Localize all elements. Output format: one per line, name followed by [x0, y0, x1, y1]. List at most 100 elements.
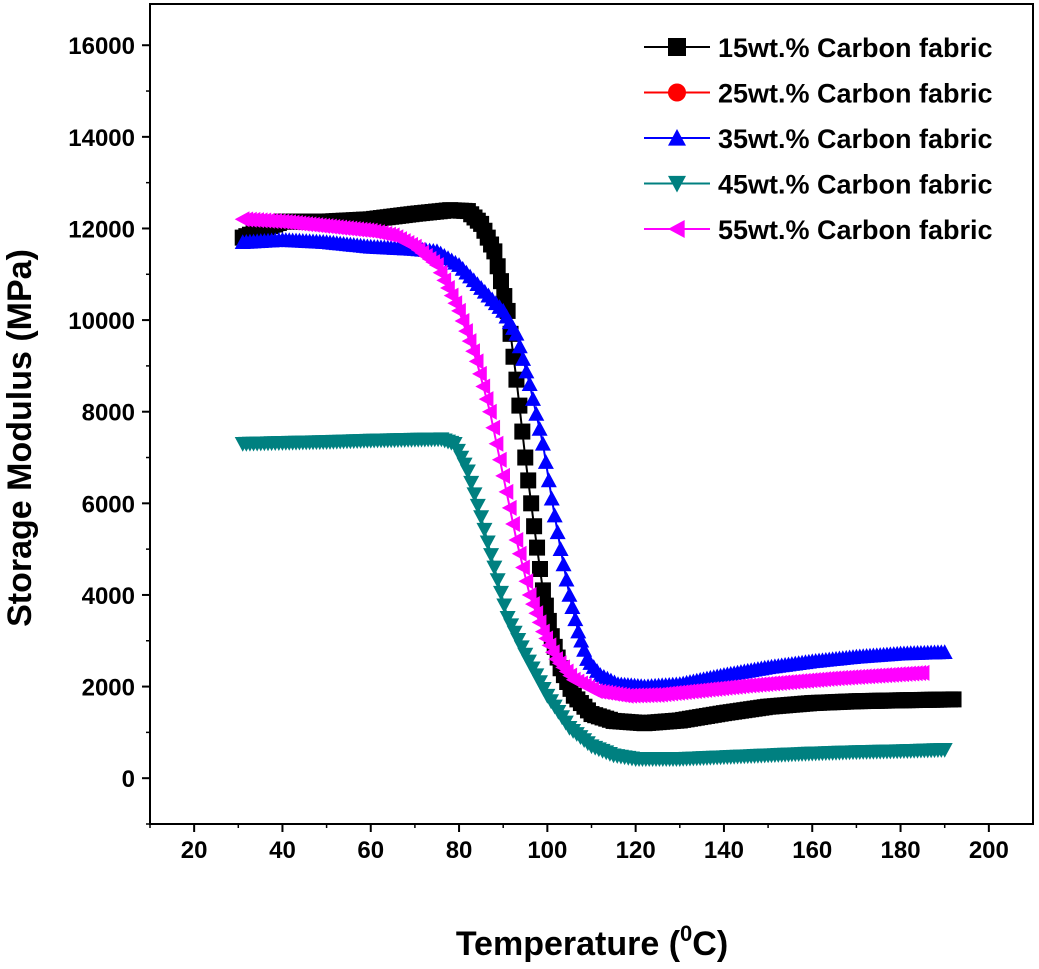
data-point: [531, 560, 548, 577]
legend-label: 35wt.% Carbon fabric: [718, 124, 993, 154]
y-axis-title: Storage Modulus (MPa): [1, 249, 39, 627]
series-line: [242, 209, 954, 725]
x-tick-label: 20: [181, 837, 208, 864]
data-point: [525, 596, 540, 613]
data-point: [573, 632, 590, 648]
legend-marker: [668, 220, 685, 238]
data-point: [478, 391, 494, 408]
data-point: [525, 391, 542, 406]
data-point: [489, 573, 506, 589]
x-tick-label: 140: [704, 837, 744, 864]
data-point: [488, 435, 504, 452]
legend: 15wt.% Carbon fabric 25wt.% Carbon fabric…: [644, 33, 993, 245]
legend-label: 15wt.% Carbon fabric: [718, 33, 993, 63]
data-point: [492, 273, 509, 290]
y-tick-label: 8000: [82, 400, 135, 427]
data-point: [521, 586, 537, 603]
data-point: [463, 475, 480, 491]
data-point: [936, 644, 953, 660]
y-axis-ticks: 0 2000 4000 6000 8000 10000 12000 14000 16000: [68, 33, 150, 825]
data-point: [531, 614, 547, 631]
data-point: [505, 515, 520, 532]
y-tick-label: 16000: [68, 33, 135, 60]
series-4: [234, 432, 953, 767]
y-tick-label: 14000: [68, 125, 135, 152]
data-point: [476, 522, 493, 538]
y-tick-label: 4000: [82, 583, 135, 610]
series-line: [242, 238, 945, 688]
x-tick-label: 60: [357, 837, 384, 864]
data-point: [549, 524, 566, 540]
y-tick-label: 2000: [82, 675, 135, 702]
data-point: [914, 664, 930, 681]
data-point: [468, 353, 484, 370]
data-point: [461, 333, 477, 350]
x-tick-label: 80: [446, 837, 473, 864]
y-tick-label: 0: [122, 766, 135, 793]
data-point: [558, 571, 575, 587]
data-point: [518, 363, 535, 379]
x-axis-title-main: Temperature (: [456, 925, 681, 963]
x-tick-label: 200: [969, 837, 1009, 864]
data-point: [495, 467, 510, 484]
data-point: [514, 423, 531, 440]
data-point: [570, 623, 587, 639]
data-point: [475, 378, 491, 395]
data-point: [486, 243, 503, 260]
data-point: [472, 365, 487, 382]
data-point: [515, 559, 530, 576]
data-point: [555, 556, 572, 572]
data-point: [508, 325, 525, 341]
data-point: [508, 531, 524, 548]
x-tick-label: 160: [792, 837, 832, 864]
data-point: [526, 518, 543, 535]
x-tick-label: 40: [269, 837, 296, 864]
y-tick-label: 6000: [82, 491, 135, 518]
legend-marker: [668, 83, 686, 102]
data-point: [458, 323, 473, 340]
legend-marker: [668, 38, 686, 56]
x-axis-ticks: 20 40 60 80 100 120 140 160 180 200: [149, 824, 1009, 864]
series-5: [234, 211, 930, 704]
legend-item: 35wt.% Carbon fabric: [644, 124, 993, 154]
legend-label: 55wt.% Carbon fabric: [718, 215, 993, 245]
x-tick-label: 180: [881, 837, 921, 864]
data-point: [567, 611, 584, 627]
data-point: [529, 539, 546, 556]
data-point: [485, 419, 501, 436]
data-point: [521, 376, 538, 392]
data-point: [518, 573, 534, 590]
data-point: [511, 397, 528, 414]
data-point: [523, 495, 540, 512]
data-point: [540, 472, 557, 488]
data-point: [496, 288, 513, 305]
data-point: [531, 420, 548, 436]
data-point: [528, 605, 544, 622]
legend-label: 45wt.% Carbon fabric: [718, 170, 993, 200]
data-point: [473, 510, 490, 526]
data-point: [534, 582, 551, 599]
data-point: [479, 535, 496, 551]
data-point: [492, 585, 509, 601]
data-point: [561, 586, 578, 602]
data-point: [454, 313, 470, 330]
y-tick-label: 10000: [68, 308, 135, 335]
legend-item: 45wt.% Carbon fabric: [644, 170, 993, 200]
data-point: [564, 599, 581, 614]
data-point: [498, 483, 514, 500]
data-point: [520, 472, 537, 489]
data-point: [936, 742, 953, 758]
plot-area: [234, 202, 962, 767]
x-axis-title: Temperature (0C): [456, 921, 728, 963]
legend-marker: [668, 129, 686, 146]
data-point: [465, 343, 480, 360]
data-point: [481, 403, 497, 420]
legend-item: 15wt.% Carbon fabric: [644, 33, 993, 63]
data-point: [501, 499, 517, 516]
data-point: [528, 406, 545, 421]
data-point: [489, 258, 506, 275]
x-tick-label: 100: [527, 837, 567, 864]
series-3: [234, 231, 953, 694]
data-point: [945, 691, 962, 708]
